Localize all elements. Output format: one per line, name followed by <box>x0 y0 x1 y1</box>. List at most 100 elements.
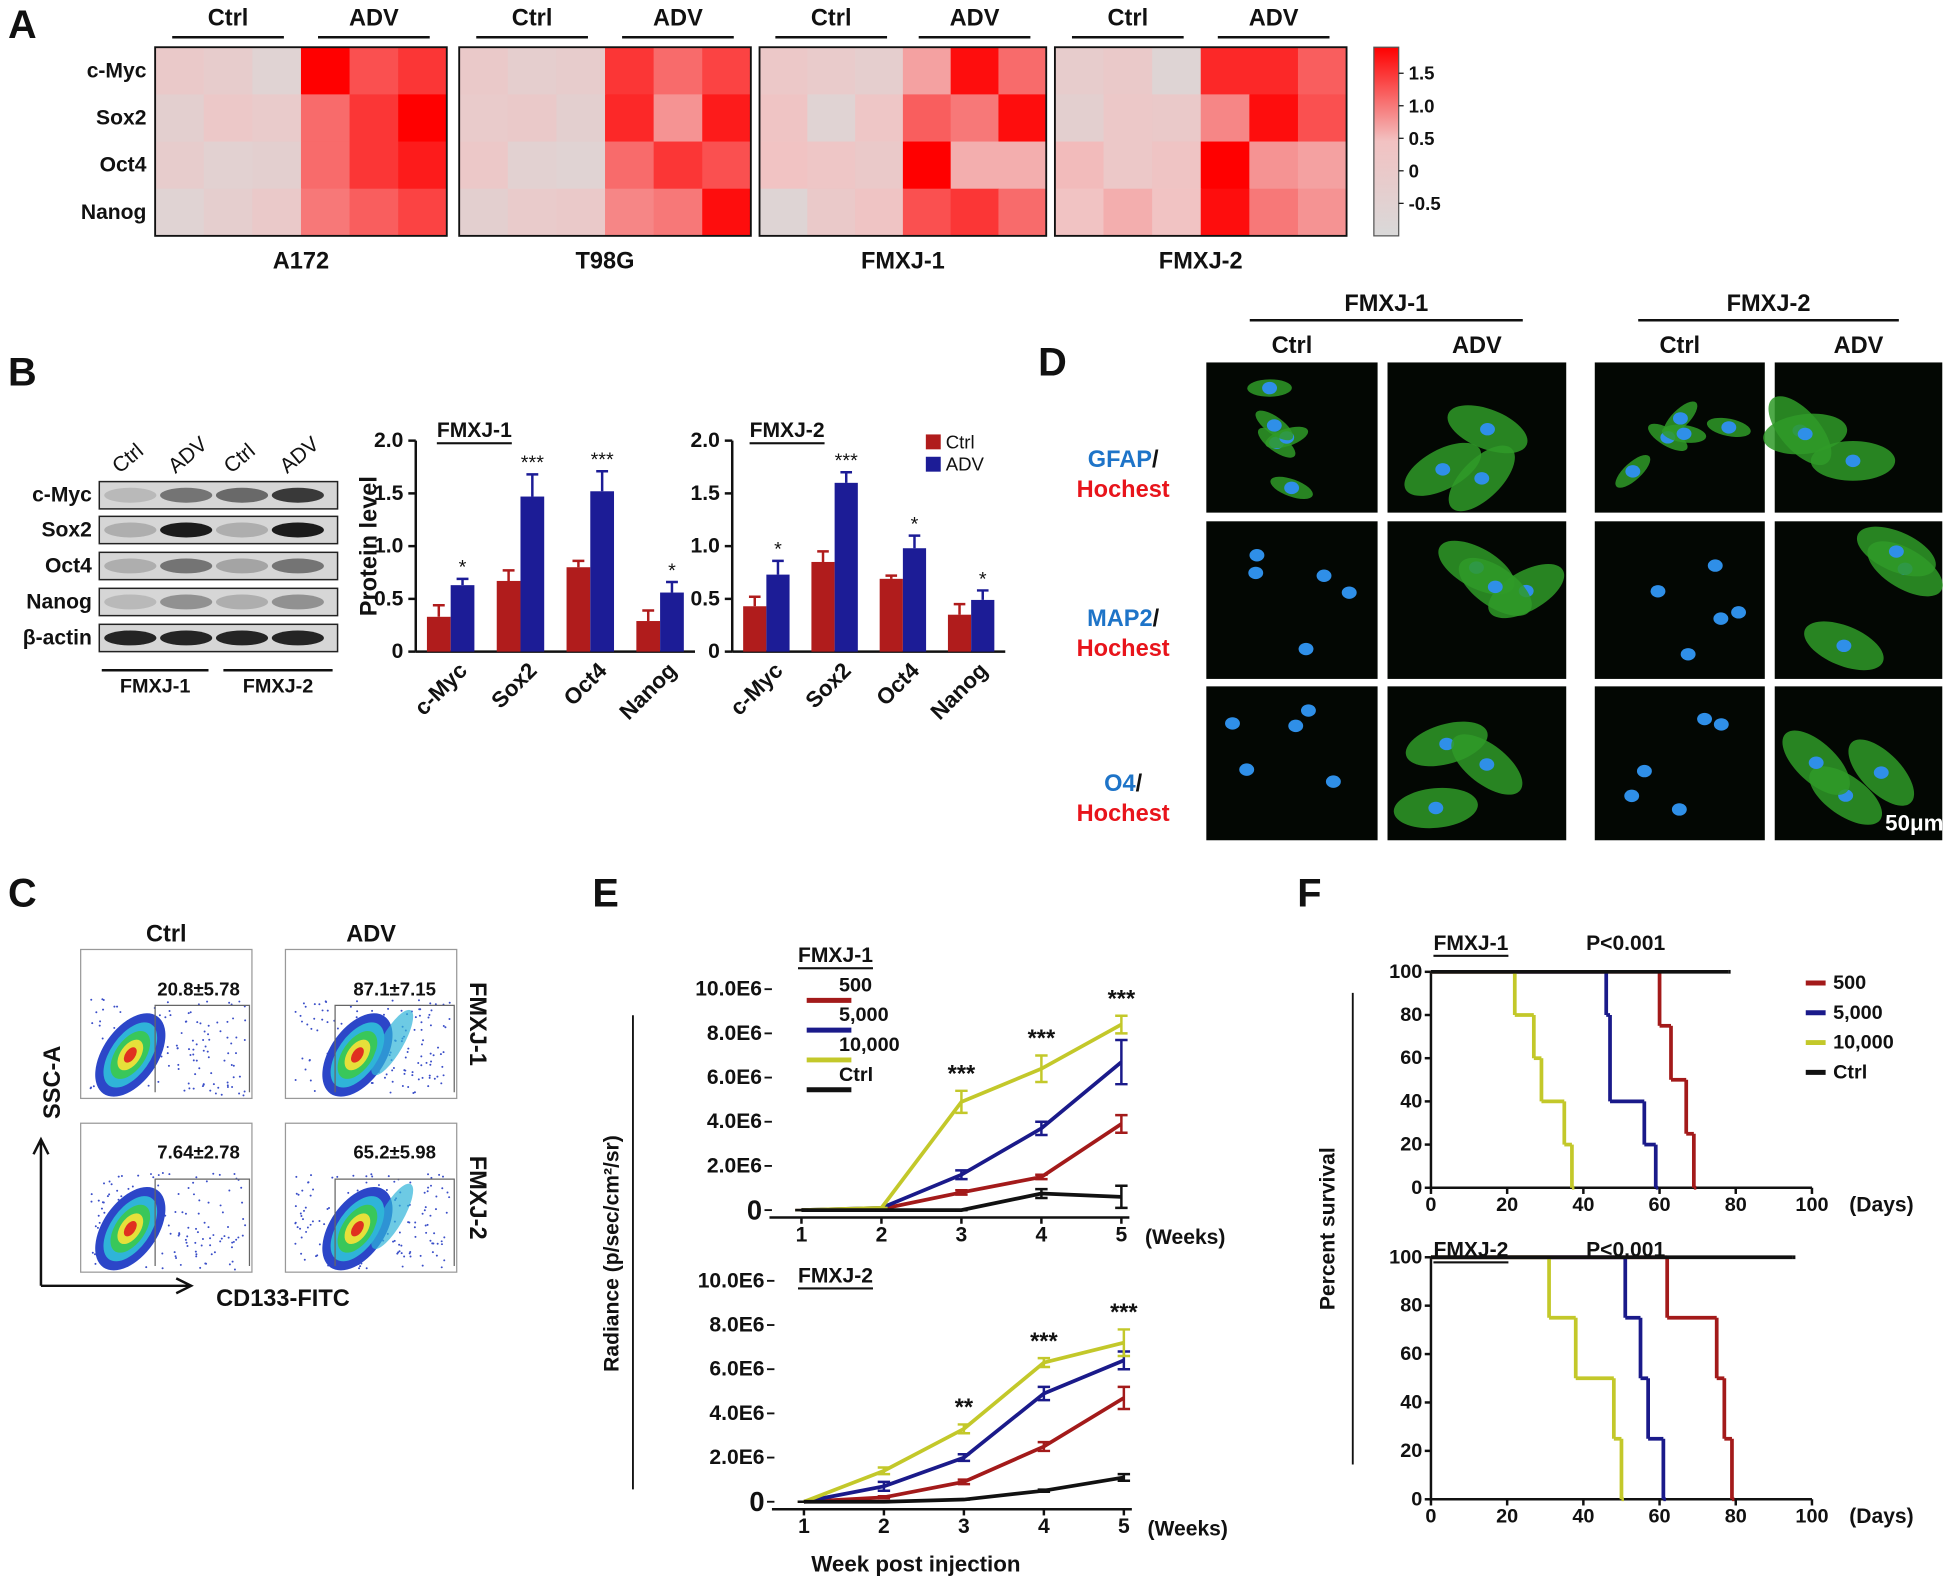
flow-dot <box>188 1087 191 1090</box>
flow-dot <box>189 1011 192 1014</box>
panel-label: B <box>8 350 37 394</box>
flow-dot <box>427 1085 430 1088</box>
flow-dot <box>430 1184 432 1187</box>
flow-dot <box>192 1059 195 1062</box>
flow-dot <box>299 1227 302 1230</box>
error-bar <box>526 473 539 497</box>
error-bar <box>840 471 853 483</box>
flow-dot <box>448 1196 451 1199</box>
legend-swatch <box>925 434 941 450</box>
flow-dot <box>301 1218 304 1221</box>
legend-label: 500 <box>1833 972 1866 994</box>
nucleus <box>1713 612 1729 625</box>
flow-dot <box>207 1024 210 1027</box>
heat-cell <box>556 188 606 237</box>
flow-dot <box>436 1242 439 1245</box>
flow-dot <box>185 1020 188 1023</box>
nucleus <box>1721 421 1737 434</box>
flow-dot <box>389 1091 392 1094</box>
nucleus <box>1316 569 1332 582</box>
nucleus <box>1480 423 1495 436</box>
flow-dot <box>306 1226 309 1229</box>
flow-dot <box>195 1176 198 1179</box>
heat-cell <box>855 47 904 95</box>
x-tick-label: 4 <box>1036 1223 1048 1246</box>
row-label: Nanog <box>81 201 147 224</box>
flow-dot <box>92 1085 95 1088</box>
nucleus <box>1341 586 1357 599</box>
flow-dot <box>435 1254 438 1257</box>
flow-dot <box>228 1189 231 1192</box>
y-axis-label: Protein level <box>356 476 382 616</box>
chart-title: FMXJ-2 <box>750 419 825 442</box>
flow-dot <box>207 1033 210 1036</box>
gate-value: 87.1±7.15 <box>353 979 436 1000</box>
lane-label: Ctrl <box>220 439 260 478</box>
heat-cell <box>998 188 1047 237</box>
flow-dot <box>318 1003 321 1006</box>
flow-dot <box>90 998 93 1001</box>
flow-dot <box>100 1207 103 1210</box>
flow-dot <box>216 1021 219 1024</box>
flow-dot <box>166 1046 169 1049</box>
heat-cell <box>300 188 351 237</box>
bar <box>811 561 835 652</box>
flow-dot <box>174 1211 177 1213</box>
flow-dot <box>318 1243 321 1246</box>
heat-cell <box>507 47 558 95</box>
flow-dot <box>223 1235 226 1238</box>
x-axis-label: Week post injection <box>811 1551 1020 1576</box>
heat-cell <box>556 94 606 143</box>
blot-band <box>271 558 324 574</box>
heat-cell <box>653 94 703 143</box>
flow-dot <box>202 1039 205 1042</box>
nucleus <box>1325 775 1341 788</box>
nucleus <box>1288 719 1304 733</box>
flow-dot <box>392 1240 395 1243</box>
heat-cell <box>759 94 808 143</box>
nucleus <box>1284 481 1300 495</box>
y-tick-label: 8.0E6 <box>709 1314 764 1337</box>
heat-cell <box>398 94 448 143</box>
group-label: ADV <box>349 4 399 30</box>
flow-dot <box>179 1263 182 1266</box>
flow-dot <box>370 1173 373 1176</box>
flow-dot <box>435 1195 438 1198</box>
x-tick-label: 0 <box>1425 1194 1436 1216</box>
flow-dot <box>243 1090 246 1093</box>
flow-dot <box>401 1265 404 1268</box>
nucleus <box>1680 648 1696 661</box>
legend-swatch <box>925 456 941 472</box>
flow-dot <box>244 1224 247 1227</box>
flow-dot <box>313 1017 316 1020</box>
flow-dot <box>207 1056 210 1059</box>
flow-dot <box>174 1255 177 1258</box>
flow-dot <box>294 1079 297 1082</box>
flow-dot <box>436 1075 439 1078</box>
flow-dot <box>177 1067 180 1070</box>
flow-dot <box>393 1180 396 1183</box>
error-bar <box>955 1169 968 1181</box>
flow-dot <box>206 1050 209 1053</box>
flow-dot <box>309 1194 312 1197</box>
flow-dot <box>117 1175 120 1178</box>
flow-dot <box>99 1020 102 1023</box>
error-bar <box>1115 1038 1128 1086</box>
flow-dot <box>186 1235 189 1238</box>
heat-frame <box>458 46 752 237</box>
panel-label: A <box>8 3 37 47</box>
protein-label: c-Myc <box>32 484 92 507</box>
chart-title: FMXJ-1 <box>437 419 512 442</box>
y-tick-label: 8.0E6 <box>707 1022 762 1045</box>
flow-density <box>371 1009 414 1076</box>
colorbar-label: 1.5 <box>1409 63 1435 84</box>
flow-dot <box>177 1063 180 1066</box>
flow-dot <box>137 1174 140 1177</box>
flow-dot <box>406 1051 409 1054</box>
flow-dot <box>383 1076 386 1079</box>
flow-dot <box>226 1020 229 1023</box>
legend-label: Ctrl <box>1833 1061 1867 1083</box>
blot-band <box>160 522 213 538</box>
flow-dot <box>420 1064 423 1067</box>
flow-dot <box>176 1047 179 1050</box>
